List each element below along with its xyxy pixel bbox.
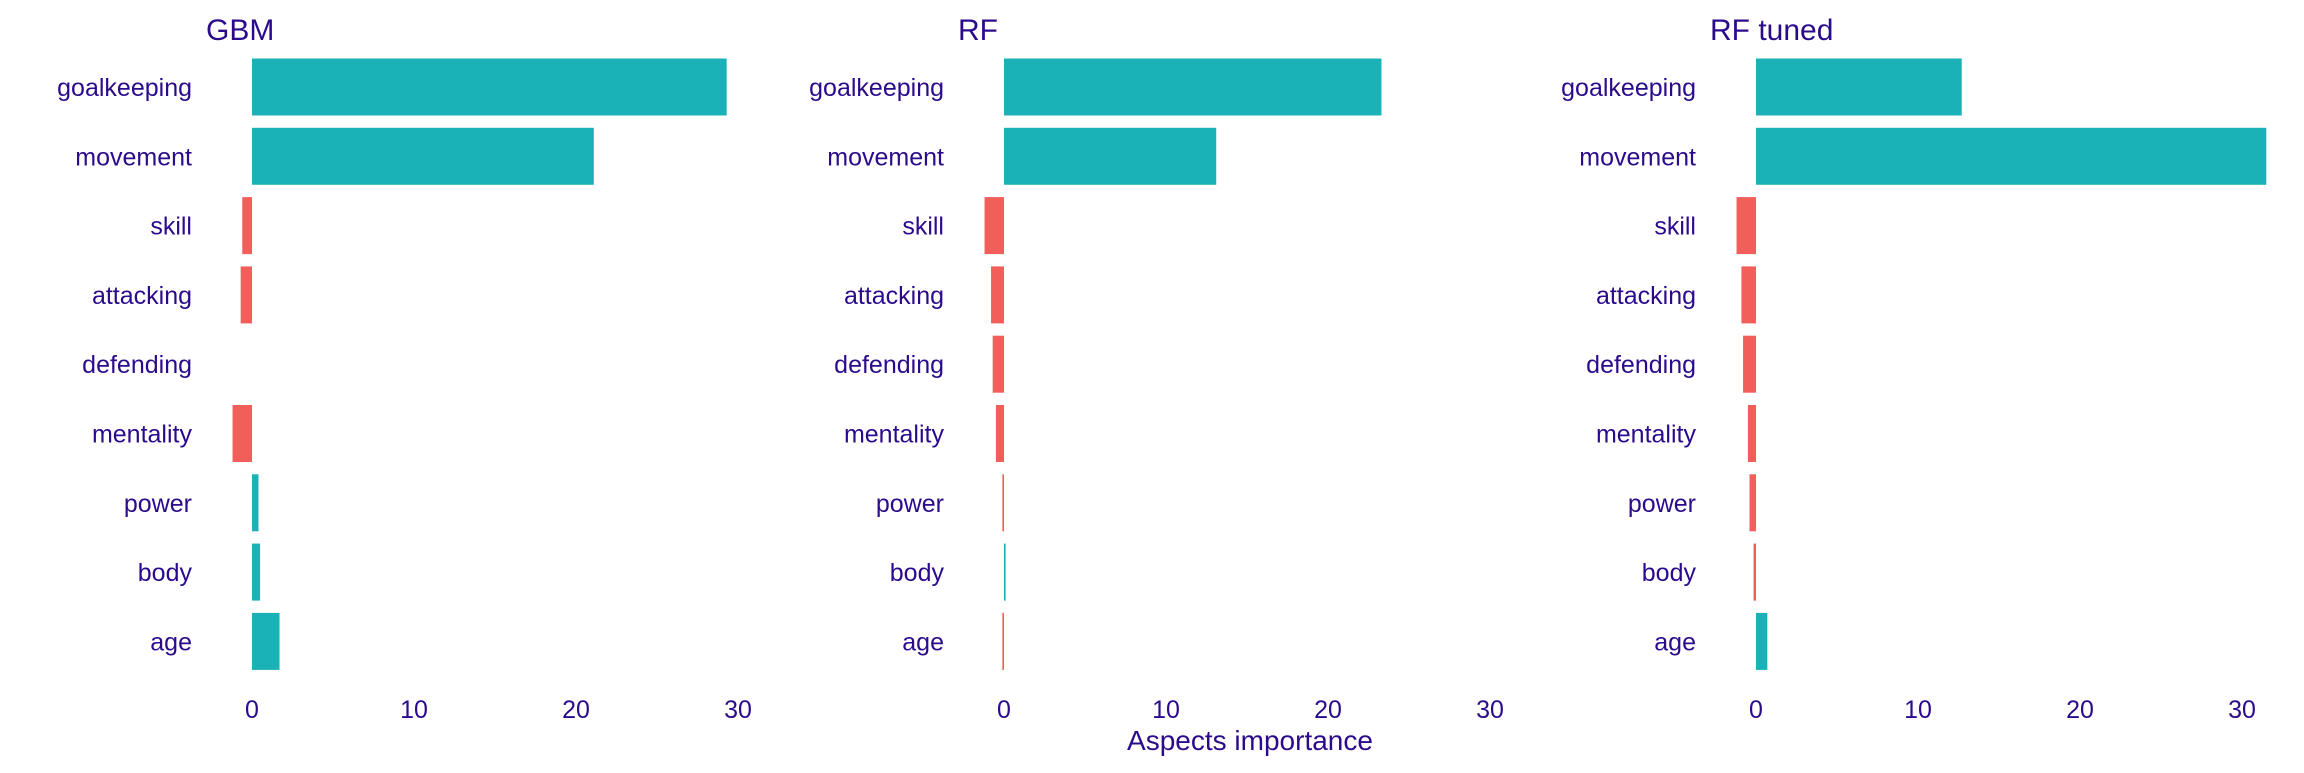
x-axis-title: Aspects importance [1127,725,1373,756]
x-tick-label-rf-0: 0 [997,696,1011,724]
category-label-rf-age: age [902,628,944,656]
category-label-rf-mentality: mentality [844,421,945,449]
category-label-gbm-attacking: attacking [92,282,192,310]
category-label-rf-tuned-defending: defending [1586,351,1696,379]
bar-rf-attacking [991,266,1004,324]
category-label-gbm-skill: skill [150,213,192,241]
category-label-rf-body: body [890,559,945,587]
category-label-rf-goalkeeping: goalkeeping [809,74,944,102]
bar-rf-tuned-attacking [1741,266,1756,324]
bar-rf-age [1002,612,1004,670]
bar-rf-movement [1004,127,1217,185]
x-tick-label-rf-10: 10 [1152,696,1180,724]
category-label-gbm-power: power [124,490,192,518]
bar-rf-tuned-goalkeeping [1756,58,1962,116]
bar-gbm-movement [252,127,594,185]
x-tick-label-gbm-10: 10 [400,696,428,724]
category-label-rf-movement: movement [827,143,944,171]
x-tick-label-rf-tuned-0: 0 [1749,696,1763,724]
category-label-rf-tuned-skill: skill [1654,213,1696,241]
bar-rf-tuned-mentality [1747,405,1756,462]
category-label-gbm-goalkeeping: goalkeeping [57,74,192,102]
category-label-rf-tuned-power: power [1628,490,1696,518]
category-label-rf-power: power [876,490,944,518]
bar-rf-tuned-defending [1743,335,1756,393]
category-label-rf-skill: skill [902,213,944,241]
category-label-gbm-defending: defending [82,351,192,379]
category-label-rf-tuned-goalkeeping: goalkeeping [1561,74,1696,102]
category-label-gbm-body: body [138,559,193,587]
bar-rf-tuned-age [1756,612,1768,670]
bar-gbm-body [252,543,261,601]
category-label-gbm-age: age [150,628,192,656]
bar-rf-tuned-skill [1736,197,1756,255]
bar-rf-tuned-movement [1756,127,2267,185]
category-label-rf-tuned-body: body [1642,559,1697,587]
category-label-rf-defending: defending [834,351,944,379]
bar-rf-power [1002,474,1004,532]
x-tick-label-rf-30: 30 [1476,696,1504,724]
bar-rf-goalkeeping [1004,58,1382,116]
x-tick-label-rf-tuned-30: 30 [2228,696,2256,724]
category-label-gbm-movement: movement [75,143,192,171]
x-tick-label-rf-20: 20 [1314,696,1342,724]
category-label-gbm-mentality: mentality [92,421,193,449]
bar-rf-skill [984,197,1004,255]
bar-rf-body [1004,543,1006,601]
x-tick-label-rf-tuned-10: 10 [1904,696,1932,724]
x-tick-label-rf-tuned-20: 20 [2066,696,2094,724]
category-label-rf-tuned-attacking: attacking [1596,282,1696,310]
bar-gbm-skill [242,197,252,255]
category-label-rf-tuned-mentality: mentality [1596,421,1697,449]
x-tick-label-gbm-20: 20 [562,696,590,724]
bar-gbm-goalkeeping [252,58,727,116]
bar-gbm-attacking [240,266,252,324]
x-tick-label-gbm-0: 0 [245,696,259,724]
bar-rf-tuned-body [1753,543,1756,601]
bar-rf-tuned-power [1749,474,1756,532]
bar-gbm-mentality [232,405,252,462]
bar-gbm-power [252,474,259,532]
category-label-rf-attacking: attacking [844,282,944,310]
panel-title-rf: RF [958,14,998,47]
bar-rf-mentality [995,405,1004,462]
x-tick-label-gbm-30: 30 [724,696,752,724]
bar-gbm-age [252,612,280,670]
panel-title-rf-tuned: RF tuned [1710,14,1833,47]
category-label-rf-tuned-movement: movement [1579,143,1696,171]
bar-rf-defending [992,335,1004,393]
panel-title-gbm: GBM [206,14,274,47]
category-label-rf-tuned-age: age [1654,628,1696,656]
